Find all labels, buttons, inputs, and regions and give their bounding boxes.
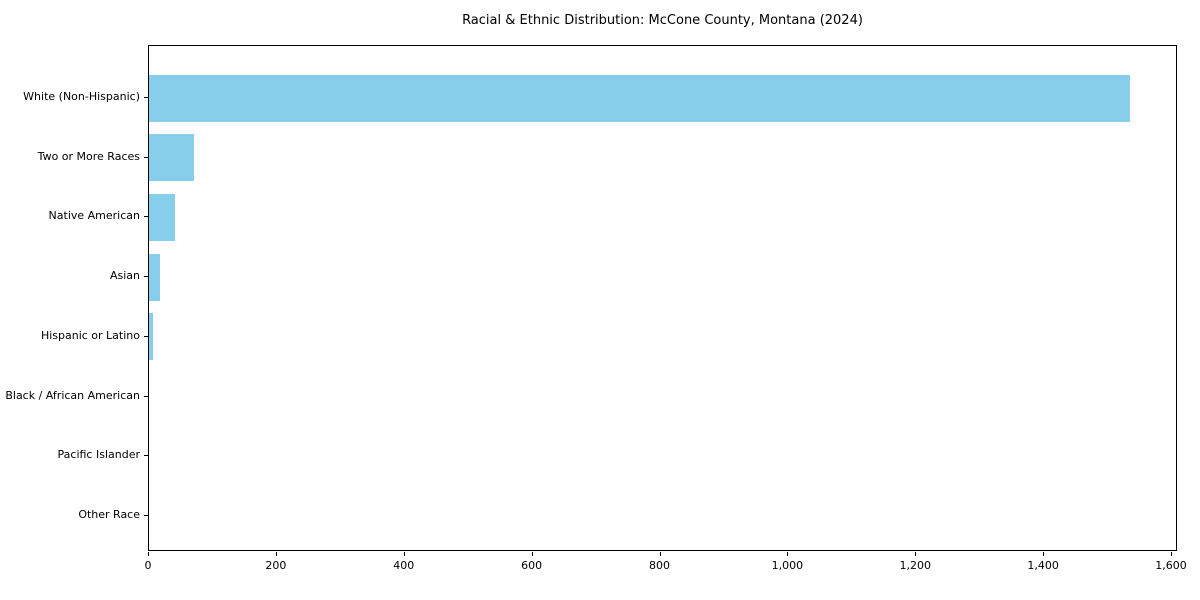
bar bbox=[149, 313, 153, 361]
x-tick-label: 400 bbox=[393, 559, 415, 572]
x-tick-label: 1,600 bbox=[1155, 559, 1187, 572]
x-tick-mark bbox=[915, 552, 917, 556]
x-tick-mark bbox=[275, 552, 277, 556]
x-tick-label: 1,400 bbox=[1027, 559, 1059, 572]
bar bbox=[149, 134, 194, 182]
y-tick-mark bbox=[144, 276, 148, 278]
x-tick-mark bbox=[659, 552, 661, 556]
x-tick-mark bbox=[531, 552, 533, 556]
x-tick-label: 1,200 bbox=[899, 559, 932, 572]
y-tick-label: Two or More Races bbox=[37, 149, 140, 163]
x-tick-mark bbox=[403, 552, 405, 556]
y-tick-mark bbox=[144, 335, 148, 337]
chart-title: Racial & Ethnic Distribution: McCone Cou… bbox=[462, 13, 863, 28]
y-tick-label: Pacific Islander bbox=[57, 448, 140, 462]
x-tick-mark bbox=[1043, 552, 1045, 556]
y-tick-label: White (Non-Hispanic) bbox=[23, 90, 140, 103]
x-tick-label: 0 bbox=[144, 559, 152, 572]
y-tick-label: Asian bbox=[109, 269, 140, 283]
x-tick-label: 600 bbox=[521, 559, 543, 572]
y-tick-mark bbox=[144, 514, 148, 516]
y-tick-mark bbox=[144, 395, 148, 397]
y-tick-mark bbox=[144, 216, 148, 218]
y-tick-label: Native American bbox=[48, 209, 140, 223]
y-tick-label: Hispanic or Latino bbox=[40, 328, 140, 342]
y-tick-mark bbox=[144, 97, 148, 98]
x-tick-mark bbox=[787, 552, 789, 556]
y-tick-label: Other Race bbox=[78, 507, 140, 521]
x-tick-label: 200 bbox=[265, 559, 287, 572]
plot-area bbox=[148, 45, 1177, 551]
bar bbox=[149, 74, 1131, 122]
x-tick-label: 800 bbox=[649, 559, 670, 572]
y-tick-label: Black / African American bbox=[5, 388, 140, 402]
x-tick-label: 1,000 bbox=[771, 559, 804, 572]
y-tick-mark bbox=[144, 455, 148, 457]
y-tick-mark bbox=[144, 156, 148, 158]
x-tick-mark bbox=[148, 552, 149, 556]
bar bbox=[149, 193, 176, 241]
bar bbox=[149, 253, 160, 301]
x-tick-mark bbox=[1171, 552, 1172, 556]
